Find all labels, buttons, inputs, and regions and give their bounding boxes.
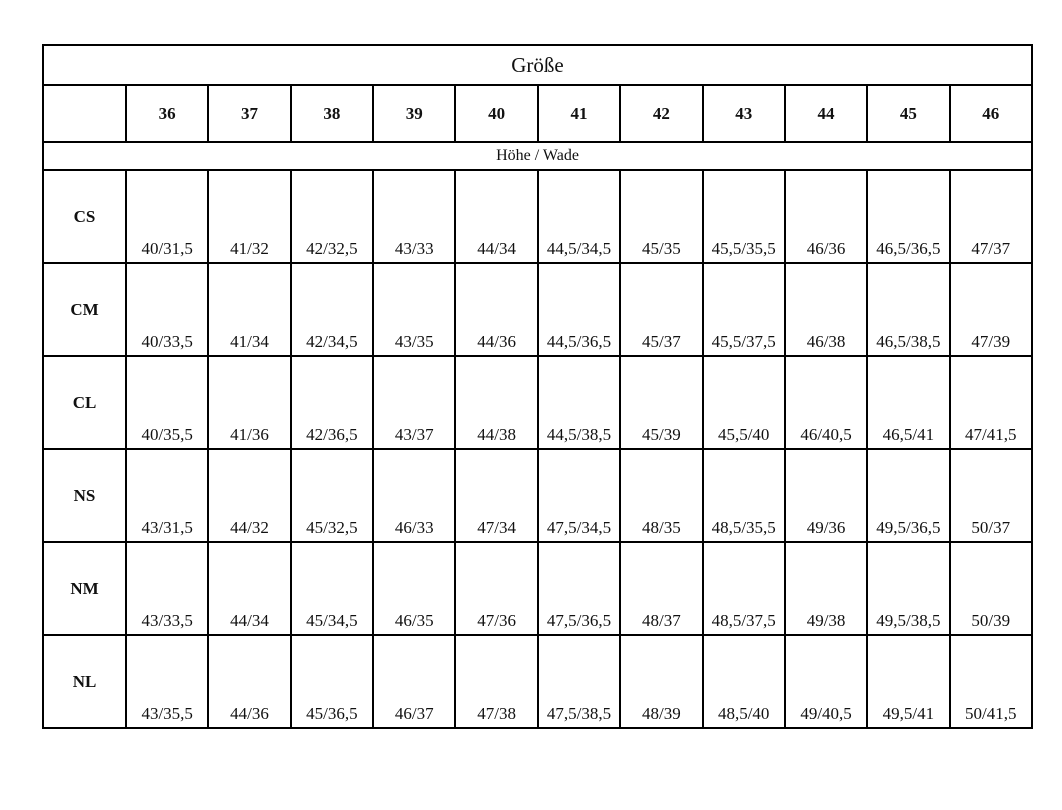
table-title: Größe [42,44,1033,86]
table-cell: 44,5/36,5 [536,262,622,357]
table-row: CM 40/33,5 41/34 42/34,5 43/35 44/36 44,5/36,5… [42,262,1034,357]
table-cell: 46/40,5 [783,355,869,450]
size-header-cell: 43 [701,84,786,143]
table-cell: 47/39 [948,262,1034,357]
table-cell: 43/37 [372,355,457,450]
table-cell: 43/35 [372,262,457,357]
size-header-cell: 46 [948,84,1034,143]
table-cell: 47/38 [454,634,539,729]
table-cell: 46,5/36,5 [866,169,951,264]
table-cell: 46/33 [372,448,457,543]
row-label: CL [42,355,127,450]
table-cell: 43/35,5 [124,634,210,729]
table-cell: 48,5/40 [701,634,786,729]
table-cell: 41/32 [207,169,292,264]
table-cell: 49,5/41 [866,634,951,729]
table-cell: 42/34,5 [289,262,375,357]
table-cell: 47,5/38,5 [536,634,622,729]
table-cell: 40/33,5 [124,262,210,357]
size-header-cell: 42 [619,84,704,143]
table-cell: 48/37 [619,541,704,636]
table-cell: 45/37 [619,262,704,357]
table-cell: 44/36 [207,634,292,729]
table-cell: 47,5/34,5 [536,448,622,543]
table-cell: 47,5/36,5 [536,541,622,636]
table-cell: 44/34 [454,169,539,264]
table-cell: 41/36 [207,355,292,450]
table-cell: 43/33,5 [124,541,210,636]
table-cell: 50/41,5 [948,634,1034,729]
size-header-cell: 37 [207,84,292,143]
title-row: Größe [42,44,1033,86]
table-cell: 44,5/34,5 [536,169,622,264]
row-label: CS [42,169,127,264]
size-table: Größe 36 37 38 39 40 41 42 43 44 45 46 Höhe / Wade… [42,44,1034,729]
table-cell: 48/35 [619,448,704,543]
table-cell: 50/39 [948,541,1034,636]
table-cell: 49,5/36,5 [866,448,951,543]
table-cell: 48/39 [619,634,704,729]
size-header-cell: 41 [536,84,622,143]
table-cell: 47/41,5 [948,355,1034,450]
size-header-cell: 38 [289,84,375,143]
table-subtitle: Höhe / Wade [42,141,1033,171]
size-header-cell: 40 [454,84,539,143]
table-cell: 46/35 [372,541,457,636]
table-cell: 47/37 [948,169,1034,264]
table-cell: 42/36,5 [289,355,375,450]
table-cell: 49/38 [783,541,869,636]
table-cell: 44/36 [454,262,539,357]
table-cell: 45/39 [619,355,704,450]
subtitle-row: Höhe / Wade [42,141,1033,171]
table-cell: 46/38 [783,262,869,357]
corner-cell [42,84,127,143]
row-label: NL [42,634,127,729]
table-cell: 46/37 [372,634,457,729]
table-cell: 45/34,5 [289,541,375,636]
size-header-cell: 39 [372,84,457,143]
table-cell: 49/40,5 [783,634,869,729]
table-cell: 46,5/38,5 [866,262,951,357]
table-cell: 43/31,5 [124,448,210,543]
table-cell: 40/35,5 [124,355,210,450]
table-cell: 42/32,5 [289,169,375,264]
table-cell: 40/31,5 [124,169,210,264]
table-cell: 47/34 [454,448,539,543]
table-row: CS 40/31,5 41/32 42/32,5 43/33 44/34 44,5/34,5… [42,169,1034,264]
table-cell: 45,5/37,5 [701,262,786,357]
table-cell: 44/32 [207,448,292,543]
row-label: NS [42,448,127,543]
table-cell: 46/36 [783,169,869,264]
size-header-cell: 36 [124,84,210,143]
table-cell: 47/36 [454,541,539,636]
table-cell: 48,5/37,5 [701,541,786,636]
table-cell: 41/34 [207,262,292,357]
table-cell: 45/35 [619,169,704,264]
table-cell: 45/36,5 [289,634,375,729]
table-cell: 44,5/38,5 [536,355,622,450]
table-cell: 44/38 [454,355,539,450]
table-cell: 48,5/35,5 [701,448,786,543]
row-label: CM [42,262,127,357]
table-row: CL 40/35,5 41/36 42/36,5 43/37 44/38 44,5/38,5… [42,355,1034,450]
table-cell: 49,5/38,5 [866,541,951,636]
table-cell: 50/37 [948,448,1034,543]
table-row: NL 43/35,5 44/36 45/36,5 46/37 47/38 47,5/38,5… [42,634,1034,729]
table-cell: 43/33 [372,169,457,264]
table-row: NM 43/33,5 44/34 45/34,5 46/35 47/36 47,5/36,5… [42,541,1034,636]
table-cell: 44/34 [207,541,292,636]
table-cell: 46,5/41 [866,355,951,450]
table-cell: 45,5/35,5 [701,169,786,264]
table-cell: 45,5/40 [701,355,786,450]
size-header-cell: 45 [866,84,951,143]
table-cell: 49/36 [783,448,869,543]
table-row: NS 43/31,5 44/32 45/32,5 46/33 47/34 47,5/34,5… [42,448,1034,543]
row-label: NM [42,541,127,636]
size-header-row: 36 37 38 39 40 41 42 43 44 45 46 [42,84,1034,143]
table-cell: 45/32,5 [289,448,375,543]
size-header-cell: 44 [783,84,869,143]
